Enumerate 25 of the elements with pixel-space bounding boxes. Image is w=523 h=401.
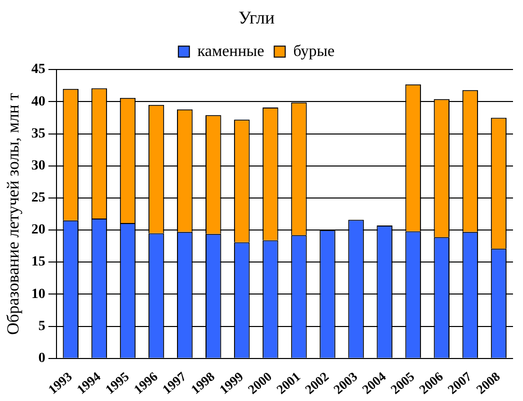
x-tick-label: 1999: [216, 368, 246, 397]
y-tick-label: 10: [31, 286, 46, 302]
x-tick-label: 2002: [302, 368, 332, 397]
x-tick-label: 1996: [130, 368, 161, 397]
x-tick-label: 2008: [473, 368, 504, 397]
y-tick-label: 30: [31, 158, 46, 174]
chart-title: Угли: [238, 8, 275, 28]
x-tick-label: 1993: [45, 368, 76, 397]
legend-label: бурые: [293, 42, 335, 60]
y-tick-label: 40: [31, 94, 46, 110]
x-tick-label: 1995: [102, 368, 132, 397]
y-tick-label: 20: [31, 222, 46, 238]
y-tick-label: 25: [31, 190, 46, 206]
y-tick-label: 45: [31, 62, 46, 78]
x-tick-label: 2003: [330, 368, 361, 397]
y-axis-title: Образование летучей золы, млн т: [4, 92, 23, 335]
y-tick-label: 15: [31, 254, 46, 270]
y-tick-label: 5: [38, 318, 46, 334]
y-tick-label: 0: [38, 350, 46, 366]
y-tick-label: 35: [31, 126, 46, 142]
x-tick-label: 1998: [188, 368, 218, 397]
legend-label: каменные: [197, 42, 264, 60]
x-tick-label: 1994: [74, 368, 104, 397]
x-tick-label: 2001: [273, 368, 304, 397]
x-tick-label: 2000: [244, 368, 275, 397]
